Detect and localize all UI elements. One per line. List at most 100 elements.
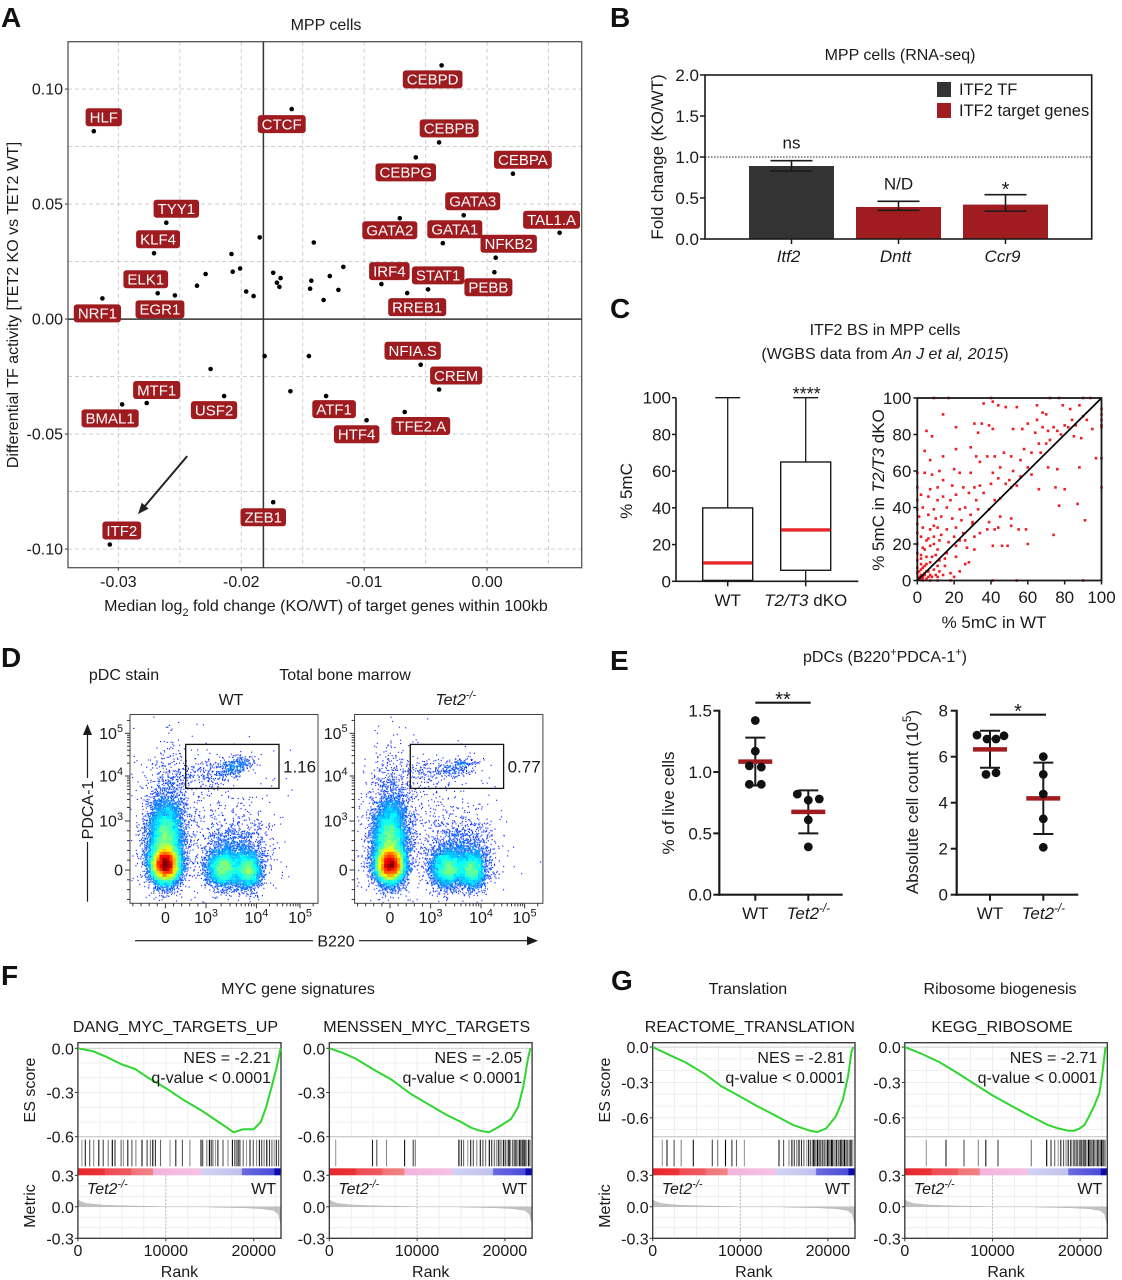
data-point — [969, 471, 972, 475]
nes-value: NES = -2.05 — [434, 1050, 522, 1067]
text-part: T2/T3 — [764, 591, 809, 610]
data-point — [974, 455, 978, 458]
text-part: DANG_MYC_TARGETS_UP — [73, 1019, 278, 1036]
text-part: 0 — [648, 1243, 657, 1260]
data-point — [945, 506, 949, 509]
y-tick-label: 105 — [324, 723, 348, 743]
text-part: 5 — [342, 723, 348, 735]
metric-tick-label: 0.3 — [626, 1168, 648, 1185]
data-point — [952, 535, 956, 538]
flow-density-plot — [354, 714, 543, 904]
dot-plot: 0 2 4 6 8 Absolute cell count (105) WT Tet2-/- * — [901, 701, 1079, 923]
interquartile-box — [702, 507, 754, 582]
tf-label: USF2 — [190, 401, 238, 419]
labeled-data-point — [510, 171, 516, 176]
y-tick-label: 2 — [939, 840, 948, 859]
group: Tet2-/- — [787, 789, 830, 923]
tf-label: EGR1 — [135, 300, 185, 319]
data-point — [1057, 504, 1061, 507]
data-point — [954, 425, 958, 429]
data-point — [1026, 422, 1030, 425]
y-tick-label: 100 — [643, 389, 671, 408]
data-point — [941, 495, 945, 498]
tf-label-text: HLF — [90, 109, 118, 126]
text-part: Metric — [22, 1184, 39, 1228]
text-part: WT — [219, 692, 244, 709]
data-point — [973, 535, 976, 538]
significance-label: N/D — [884, 174, 913, 193]
text-part: 4 — [487, 907, 493, 919]
text-part: IRF4 — [373, 263, 406, 280]
data-point — [750, 716, 760, 725]
text-part: -/- — [466, 689, 477, 701]
panel-letter-b: B — [610, 2, 630, 33]
text-part: MYC gene signatures — [221, 981, 375, 998]
data-point — [987, 424, 991, 427]
phenotype-label-left: Tet2-/- — [662, 1178, 703, 1198]
text-part: Ribosome biogenesis — [924, 981, 1077, 998]
y-tick-label: 105 — [99, 723, 123, 743]
data-point — [919, 557, 923, 560]
text-part: ES score — [22, 1057, 39, 1122]
tf-label: CEBPA — [494, 150, 552, 169]
text-part: Rank — [987, 1264, 1025, 1280]
data-point — [928, 561, 932, 564]
text-part: -0.6 — [873, 1111, 901, 1128]
tf-label-text: TFE2.A — [395, 418, 446, 435]
data-point — [1004, 405, 1007, 409]
labeled-data-point — [323, 393, 329, 399]
text-part: 0 — [900, 1243, 909, 1260]
data-point — [941, 413, 945, 416]
text-part: NRF1 — [78, 306, 117, 323]
text-part: 0.0 — [303, 1200, 325, 1217]
data-point — [1078, 404, 1081, 407]
data-point — [1052, 425, 1055, 429]
data-point — [1054, 486, 1057, 489]
plot-frame — [67, 41, 583, 569]
y-tick-label: 6 — [939, 748, 948, 767]
labeled-data-point — [461, 213, 467, 218]
phenotype-label-right: WT — [825, 1181, 850, 1198]
text-part: * — [1002, 179, 1010, 201]
tf-label: TAL1.A — [523, 210, 580, 229]
text-part: 2.0 — [675, 66, 699, 85]
gene-set-hits — [925, 1139, 1107, 1167]
tf-label: ELK1 — [123, 270, 169, 289]
significance-label: **** — [793, 384, 821, 404]
text-part: 0.3 — [52, 1168, 74, 1185]
text-part: 0 — [939, 886, 948, 905]
text-part: 0.77 — [508, 757, 541, 776]
data-point — [938, 570, 941, 573]
data-point — [1044, 413, 1048, 416]
x-tick-label: -0.02 — [223, 574, 260, 591]
text-part: CEBPA — [498, 152, 548, 169]
data-point — [973, 486, 976, 489]
data-point — [1078, 466, 1081, 469]
text-part: Ccr9 — [985, 247, 1021, 266]
x-tick-label: 100 — [1087, 588, 1115, 607]
data-point — [1030, 473, 1033, 476]
x-tick-label: 20000 — [806, 1243, 851, 1260]
gate-percentage: 0.77 — [508, 757, 541, 776]
data-point — [744, 779, 754, 789]
data-point — [1030, 451, 1033, 454]
x-tick-label: -0.03 — [100, 574, 137, 591]
data-point — [1038, 789, 1048, 799]
es-tick-label: -0.6 — [873, 1111, 901, 1128]
text-part: MTF1 — [137, 382, 176, 399]
labeled-data-point — [436, 387, 442, 392]
x-tick-label: 10000 — [395, 1243, 440, 1260]
text-part: 0.00 — [472, 574, 503, 591]
text-part: 20000 — [483, 1243, 528, 1260]
y-tick-label: 100 — [883, 389, 911, 408]
tf-label-text: BMAL1 — [85, 411, 134, 428]
data-point — [1056, 467, 1059, 471]
tf-label-text: NFIA.S — [389, 343, 437, 360]
chart-subtitle: (WGBS data from An J et al, 2015) — [761, 346, 1008, 363]
text-part: 0.0 — [688, 886, 712, 905]
text-part: Rank — [161, 1264, 199, 1280]
text-part: 0.5 — [688, 824, 712, 843]
data-point — [1094, 456, 1098, 460]
data-point — [947, 540, 950, 544]
data-point — [919, 577, 923, 580]
